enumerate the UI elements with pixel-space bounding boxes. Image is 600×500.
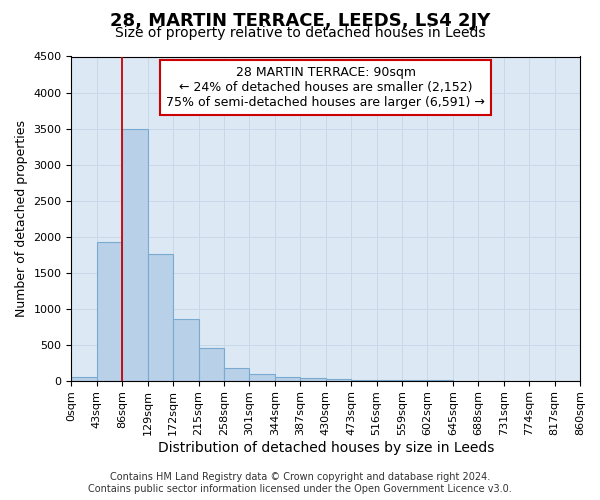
Y-axis label: Number of detached properties: Number of detached properties xyxy=(15,120,28,317)
Text: Contains HM Land Registry data © Crown copyright and database right 2024.
Contai: Contains HM Land Registry data © Crown c… xyxy=(88,472,512,494)
Bar xyxy=(71,377,97,380)
X-axis label: Distribution of detached houses by size in Leeds: Distribution of detached houses by size … xyxy=(158,441,494,455)
Bar xyxy=(224,368,250,380)
Text: Size of property relative to detached houses in Leeds: Size of property relative to detached ho… xyxy=(115,26,485,40)
Text: 28, MARTIN TERRACE, LEEDS, LS4 2JY: 28, MARTIN TERRACE, LEEDS, LS4 2JY xyxy=(110,12,490,30)
Bar xyxy=(250,374,275,380)
Bar xyxy=(300,378,326,380)
Bar xyxy=(148,254,173,380)
Bar xyxy=(326,379,351,380)
Bar xyxy=(122,128,148,380)
Bar xyxy=(97,242,122,380)
Bar xyxy=(199,348,224,380)
Bar xyxy=(275,376,300,380)
Text: 28 MARTIN TERRACE: 90sqm
← 24% of detached houses are smaller (2,152)
75% of sem: 28 MARTIN TERRACE: 90sqm ← 24% of detach… xyxy=(166,66,485,109)
Bar xyxy=(173,318,199,380)
